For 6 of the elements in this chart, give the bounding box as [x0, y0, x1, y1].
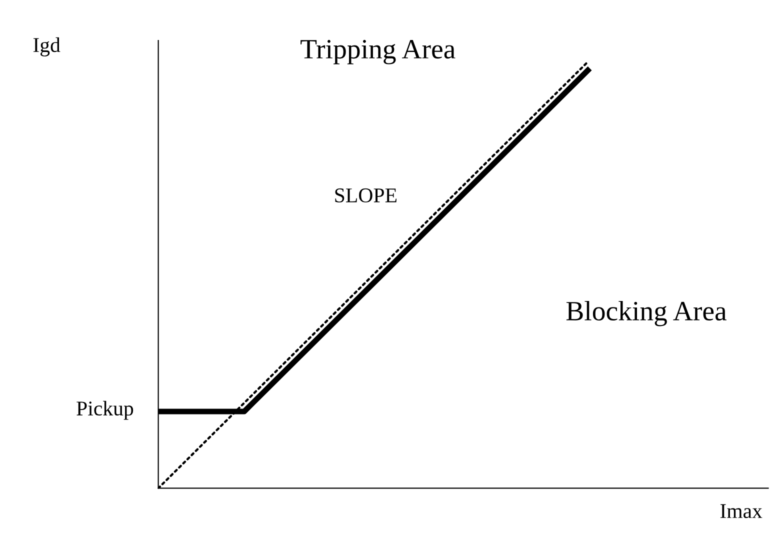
annotation: SLOPE: [335, 188, 396, 202]
annotation: Tripping Area: [300, 40, 456, 64]
annotation: Pickup: [76, 400, 134, 420]
x-axis-title: Imax: [720, 504, 762, 518]
y-axis-title: Igd: [33, 37, 60, 56]
annotation: Blocking Area: [566, 300, 726, 326]
